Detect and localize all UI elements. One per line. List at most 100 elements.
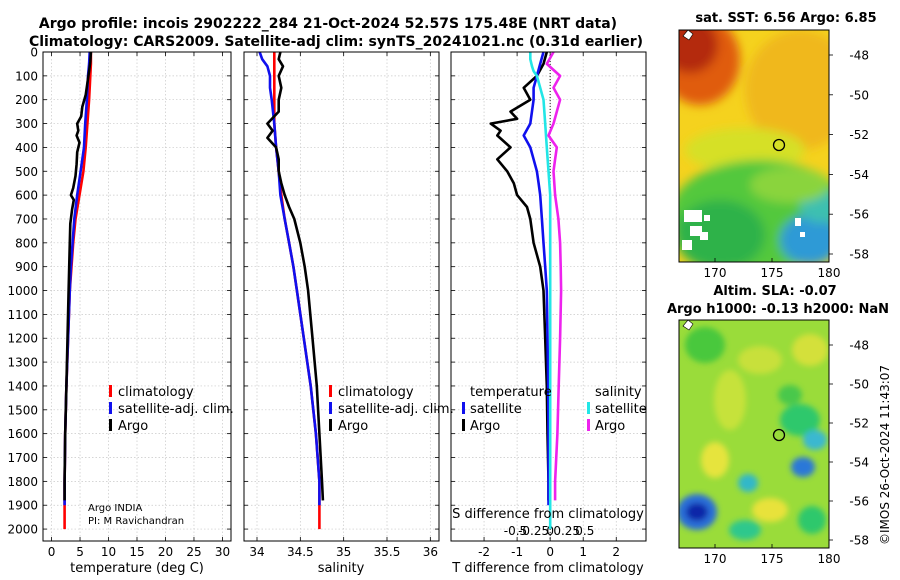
title-line-1: Argo profile: incois 2902222_284 21-Oct-… [39,16,617,32]
x-tick-label: 35.5 [374,545,401,559]
credit-line-1: Argo INDIA [88,503,143,514]
legend-blue-marker [329,402,332,414]
depth-tick-label: 1700 [7,451,38,465]
x-tick-label: 1 [579,545,587,559]
panel-frame [243,51,440,542]
legend-temp-argo: Argo [470,419,500,434]
x-top-tick-label: 0 [546,524,554,538]
panel-background [244,52,439,541]
x-tick-label: -2 [478,545,490,559]
legend-black-marker [462,419,465,431]
map-y-tick-label: -50 [849,378,869,392]
salinity-legend: climatology satellite-adj. clim. Argo [329,385,454,434]
map-y-tick-label: -48 [849,49,869,63]
depth-tick-label: 1900 [7,499,38,513]
x-top-tick-label: -0.25 [518,524,549,538]
x-tick-label: 10 [101,545,116,559]
legend-blue-marker [109,402,112,414]
legend-temperature-head: temperature [470,385,552,400]
difference-legend: temperature satellite Argo salinity sate… [462,385,647,434]
x-tick-label: 0 [48,545,56,559]
depth-tick-label: 600 [15,189,38,203]
series-argo [63,51,93,501]
x-tick-label: 30 [215,545,230,559]
map-y-tick-label: -56 [849,495,869,509]
map-x-tick-label: 170 [704,552,727,566]
depth-tick-label: 0 [30,46,38,60]
sla-map-title-2: Argo h1000: -0.13 h2000: NaN [667,302,889,317]
temperature-panel: 0 5 10 15 20 25 30 [42,51,232,559]
temperature-legend: climatology satellite-adj. clim. Argo [109,385,234,434]
map-y-tick-label: -58 [849,248,869,262]
map-x-tick-label: 170 [704,266,727,280]
x-tick-label: 15 [129,545,144,559]
depth-tick-label: 800 [15,236,38,250]
depth-tick-label: 1200 [7,332,38,346]
depth-axis: 0 100 200 300 400 500 600 700 800 900 1000 1100 1200… [7,46,38,537]
legend-sal-argo: Argo [595,419,625,434]
legend-argo: Argo [118,419,148,434]
depth-tick-label: 500 [15,165,38,179]
legend-climatology: climatology [118,385,194,400]
x-tick-label: 34.5 [287,545,314,559]
difference-panel: -2 -1 0 1 2-0.5-0.250 0.250.5 [450,51,647,559]
legend-sal-satellite: satellite [595,402,647,417]
sst-map [678,29,830,263]
map-y-tick-label: -54 [849,168,869,182]
x-tick-label: 2 [612,545,620,559]
x-tick-label: 35 [336,545,351,559]
depth-tick-label: 400 [15,141,38,155]
panel-frame [42,51,232,542]
sst-map-axes: -48 -50 -52 -54 -56 -58 170 175 180 [704,49,869,281]
legend-climatology: climatology [338,385,414,400]
panel-background [43,52,231,541]
salinity-xlabel: salinity [318,561,365,576]
series-salinity-satellite [528,52,552,530]
map-y-tick-label: -48 [849,339,869,353]
depth-tick-label: 700 [15,212,38,226]
x-tick-label: 25 [186,545,201,559]
x-tick-label: -1 [511,545,523,559]
legend-satellite: satellite-adj. clim. [118,402,234,417]
depth-tick-label: 1000 [7,284,38,298]
imos-watermark: ©IMOS 26-Oct-2024 11:43:07 [878,365,892,545]
sst-map-title: sat. SST: 6.56 Argo: 6.85 [695,11,876,26]
legend-cyan-marker [587,402,590,414]
legend-red-marker [109,385,112,397]
credit-line-2: PI: M Ravichandran [88,516,184,527]
map-y-tick-label: -50 [849,88,869,102]
panel-frame [450,51,647,542]
legend-temp-satellite: satellite [470,402,522,417]
series-satellite-adj-clim [258,51,321,506]
depth-tick-label: 1600 [7,427,38,441]
legend-black-marker [109,419,112,431]
legend-salinity-head: salinity [595,385,642,400]
series-temperature-satellite [522,51,550,506]
argo-location-marker [772,138,786,152]
x-top-tick-label: 0.5 [575,524,594,538]
legend-blue-marker [462,402,465,414]
map-y-tick-label: -58 [849,534,869,548]
series-salinity-argo [545,51,563,501]
depth-tick-label: 900 [15,260,38,274]
sla-map-axes: -48 -50 -52 -54 -56 -58 170 175 180 [704,339,869,567]
map-x-tick-label: 175 [761,552,784,566]
x-tick-label: 0 [546,545,554,559]
depth-tick-label: 100 [15,69,38,83]
map-y-tick-label: -54 [849,456,869,470]
depth-tick-label: 300 [15,117,38,131]
x-tick-label: 36 [423,545,438,559]
depth-tick-label: 1500 [7,403,38,417]
map-x-tick-label: 175 [761,266,784,280]
x-tick-label: 5 [76,545,84,559]
legend-magenta-marker [587,419,590,431]
series-temperature-argo [489,51,550,501]
legend-argo: Argo [338,419,368,434]
title-line-2: Climatology: CARS2009. Satellite-adj cli… [29,34,643,50]
temperature-xlabel: temperature (deg C) [70,561,204,576]
depth-tick-label: 1400 [7,379,38,393]
map-y-tick-label: -52 [849,417,869,431]
x-top-tick-label: -0.5 [504,524,527,538]
sla-map-title-1: Altim. SLA: -0.07 [713,284,836,299]
